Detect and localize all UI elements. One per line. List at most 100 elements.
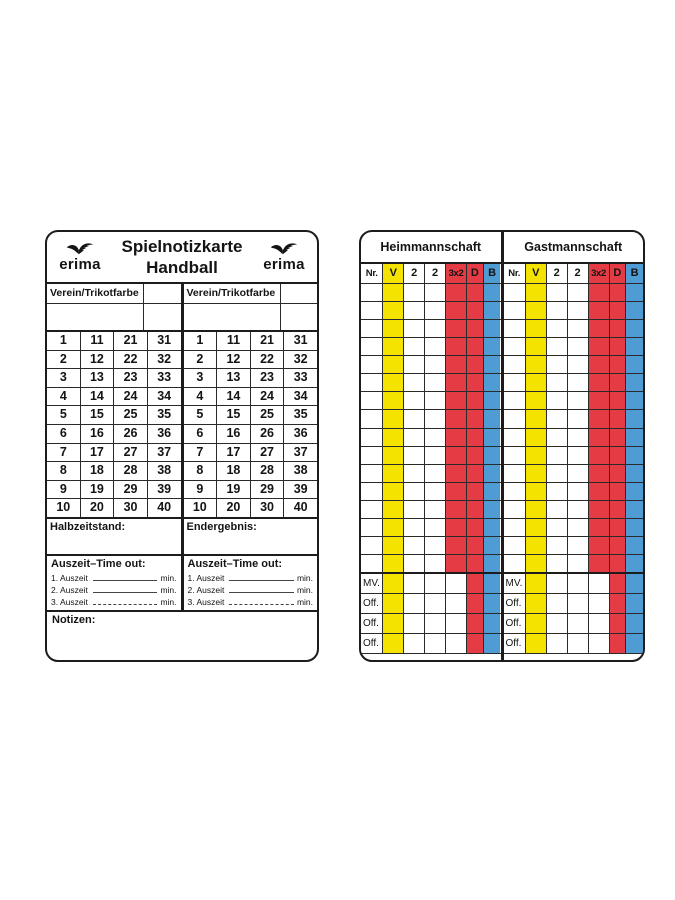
penalty-cell [609,536,627,554]
timeout-minutes-label: min. [296,584,313,595]
player-number-cell: 9 [59,481,67,496]
number-grid-row: 2 12 22 32 [47,349,181,369]
penalty-cell [525,446,547,464]
penalty-cell [483,392,501,410]
penalty-cell [546,446,568,464]
penalty-cell [383,594,405,613]
penalty-row [361,374,501,393]
player-number-cell: 6 [196,425,204,440]
penalty-cell [525,338,547,356]
penalty-cell [609,500,627,518]
penalty-cell [626,574,643,593]
penalty-cell [383,554,405,572]
penalty-cell [404,500,426,518]
card-title: Spielnotizkarte Handball [113,236,251,279]
penalty-cell [626,482,643,500]
penalty-cell [567,320,589,338]
penalty-cell [546,464,568,482]
player-number-cell: 25 [249,406,284,424]
player-number-cell: 12 [79,350,114,369]
penalty-row [361,284,501,303]
penalty-cell [588,634,610,653]
penalty-row [503,446,643,465]
penalty-cell [483,338,501,356]
penalty-cell [525,428,547,446]
penalty-cell [446,410,467,428]
penalty-cell [425,392,447,410]
penalty-half-home: Heimmannschaft Nr. V 2 2 3x2 D B MV. Off. Off. Off… [361,232,501,660]
penalty-cell [467,356,484,374]
player-number-cell: 9 [196,481,204,496]
penalty-row [503,500,643,519]
penalty-cell [567,614,589,633]
penalty-cell [404,536,426,554]
officials-row-label: Off. [361,634,384,653]
penalty-cell [546,614,568,633]
penalty-cell [503,356,526,374]
penalty-cell [503,338,526,356]
penalty-cell [525,464,547,482]
officials-row-label: Off. [503,614,526,633]
penalty-cell [546,374,568,392]
penalty-cell [546,594,568,613]
number-grid-row: 9 19 29 39 [47,479,181,499]
jersey-color-cell [281,284,317,303]
penalty-cell [483,634,501,653]
number-grid-row: 6 16 26 36 [183,423,317,443]
penalty-cell [404,374,426,392]
number-grid: 1 11 21 31 2 12 22 32 3 13 23 33 4 14 24 34 5 15 25 35 6 16 26… [183,332,317,519]
player-number-cell: 32 [146,350,181,369]
penalty-cell [626,536,643,554]
penalty-cell [361,518,384,536]
penalty-cell [361,446,384,464]
penalty-cell [425,374,447,392]
card-bottom-margin [361,654,501,660]
number-grid-row: 1 11 21 31 [47,332,181,350]
timeout-row-label: 1. Auszeit [187,572,225,583]
penalty-cell [446,356,467,374]
penalty-cell [525,374,547,392]
penalty-cell [361,392,384,410]
penalty-cell [609,410,627,428]
penalty-cell [467,634,484,653]
penalty-row [361,536,501,555]
player-number-cell: 38 [146,462,181,480]
timeout-writein-line [229,603,294,605]
penalty-cell [383,500,405,518]
timeout-row-label: 2. Auszeit [51,584,88,595]
penalty-cell [546,428,568,446]
player-number-cell: 1 [59,333,67,347]
timeout-writein-line [229,579,294,581]
penalty-cell [383,536,405,554]
penalty-cell [503,302,526,320]
penalty-cell [383,446,405,464]
penalty-cell [404,464,426,482]
penalty-cell [467,428,484,446]
penalty-cell [425,574,447,593]
penalty-cell [383,284,405,302]
penalty-cell [383,320,405,338]
penalty-cell [383,634,405,653]
penalty-cell [503,554,526,572]
home-team-title: Heimmannschaft [361,232,501,264]
penalty-cell [483,374,501,392]
number-grid-row: 3 13 23 33 [47,368,181,387]
player-number-cell: 38 [283,462,317,480]
erima-wordmark: erima [59,256,101,273]
penalty-cell [525,356,547,374]
penalty-cell [567,464,589,482]
player-number-cell: 22 [249,350,284,369]
penalty-cell [609,574,627,593]
number-grid-row: 4 14 24 34 [183,386,317,406]
column-header-d: D [467,264,484,283]
penalty-cell [609,428,627,446]
penalty-cell [446,446,467,464]
penalty-cell [425,464,447,482]
penalty-cell [609,302,627,320]
timeout-section: Auszeit–Time out: 1. Auszeit min. 2. Ausze… [184,556,318,610]
penalty-cell [425,518,447,536]
club-writein-row [183,304,317,332]
column-header-nr: Nr. [503,264,526,283]
penalty-cell [361,428,384,446]
player-number-cell: 11 [79,332,114,350]
